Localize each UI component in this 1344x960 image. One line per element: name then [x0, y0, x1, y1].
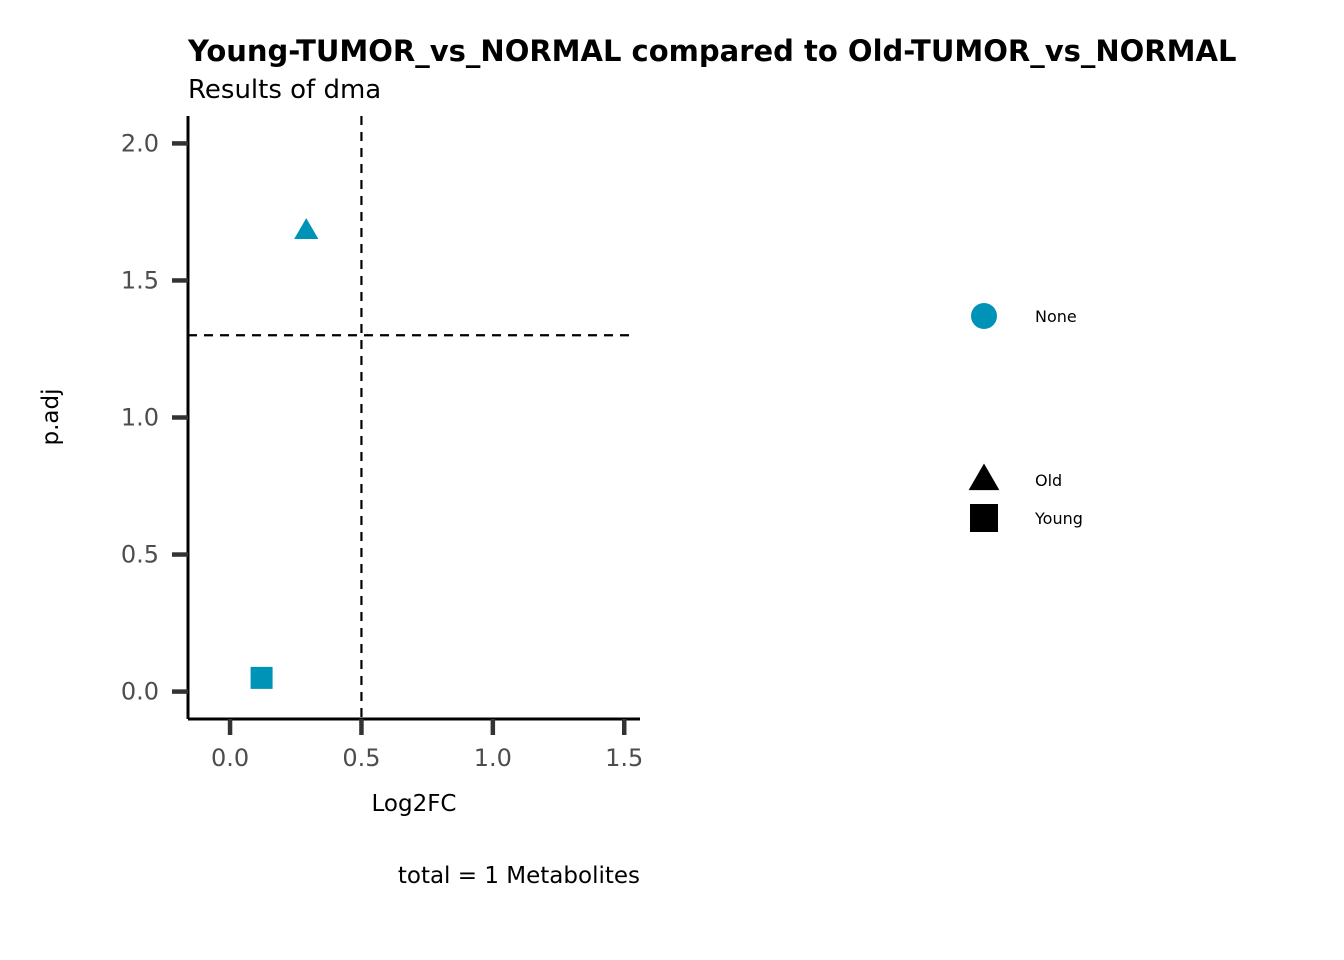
legend-key-old — [968, 463, 1000, 491]
y-tick-label: 0.0 — [121, 678, 159, 706]
legend-label: None — [1035, 307, 1077, 326]
chart-subtitle: Results of dma — [188, 75, 381, 105]
y-tick-label: 2.0 — [121, 129, 159, 157]
chart-title: Young-TUMOR_vs_NORMAL compared to Old-TU… — [187, 34, 1236, 68]
x-tick-label: 1.5 — [605, 744, 643, 772]
legend-label: Old — [1035, 471, 1062, 490]
y-tick-label: 0.5 — [121, 541, 159, 569]
legend-key-young — [970, 504, 998, 532]
y-axis-title: p.adj — [38, 389, 64, 446]
legend: None Old Young — [968, 303, 1083, 532]
chart-caption: total = 1 Metabolites — [398, 863, 640, 889]
legend-key-none — [971, 303, 997, 329]
y-tick-label: 1.0 — [121, 404, 159, 432]
data-point-young — [250, 666, 273, 689]
legend-label: Young — [1034, 509, 1083, 528]
y-tick-label: 1.5 — [121, 266, 159, 294]
x-tick-label: 0.0 — [211, 744, 249, 772]
plot-area: 0.0 0.5 1.0 1.5 2.0 0.0 0.5 1.0 1.5 — [121, 116, 643, 772]
x-tick-label: 1.0 — [474, 744, 512, 772]
x-tick-label: 0.5 — [342, 744, 380, 772]
x-axis-title: Log2FC — [371, 791, 456, 817]
data-point-old — [294, 218, 319, 240]
